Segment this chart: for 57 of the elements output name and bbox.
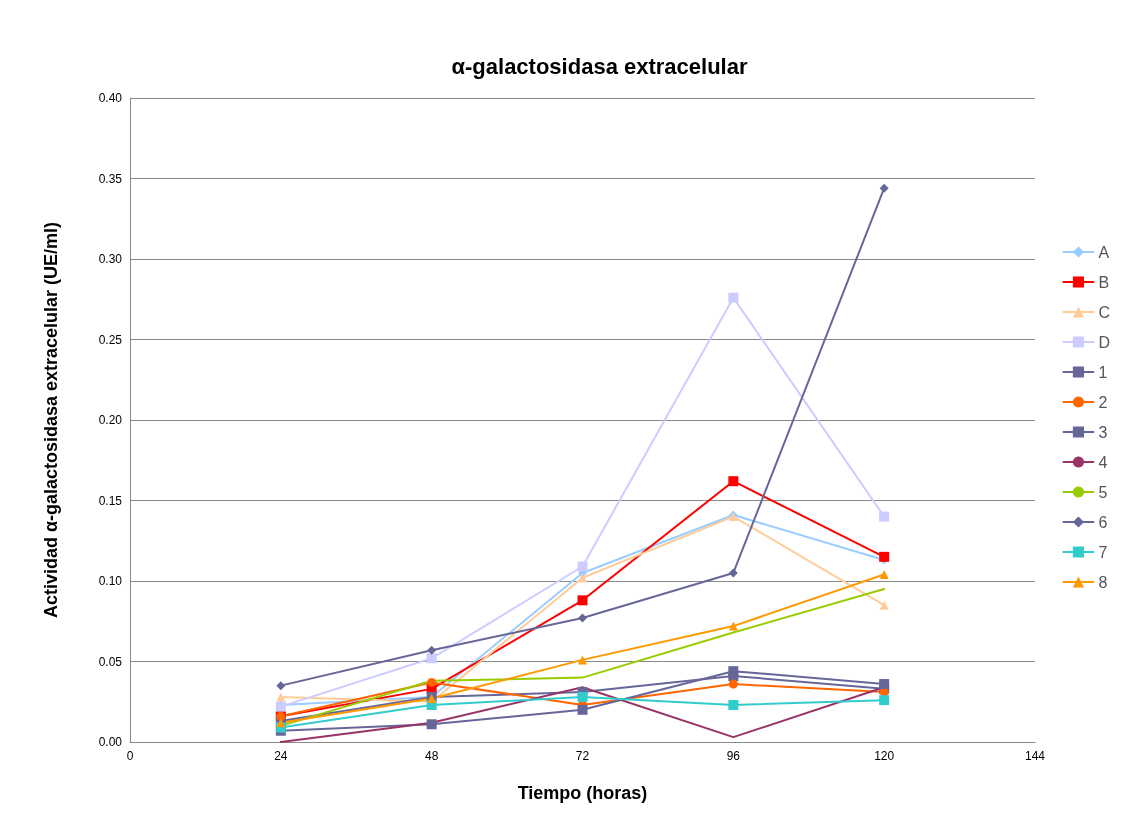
legend-label: C	[1098, 303, 1111, 321]
x-tick-label: 72	[575, 749, 590, 763]
y-tick-label: 0.35	[98, 171, 123, 186]
point	[577, 704, 588, 715]
y-tick-label: 0.30	[98, 252, 123, 266]
point	[728, 699, 739, 710]
x-tick-label: 96	[726, 749, 741, 763]
y-tick-label: 0.10	[98, 574, 123, 588]
point	[276, 681, 286, 691]
legend-label: 6	[1098, 513, 1108, 531]
x-tick-label: 0	[126, 749, 134, 763]
x-tick-label: 48	[424, 749, 439, 763]
y-tick-label: 0.00	[98, 735, 123, 749]
legend-label: 3	[1098, 423, 1108, 441]
x-tick-label: 120	[874, 749, 895, 763]
point	[728, 568, 738, 578]
point	[728, 666, 739, 677]
legend-label: 7	[1098, 543, 1108, 561]
y-tick-label: 0.40	[98, 91, 123, 105]
legend-label: B	[1098, 273, 1110, 291]
legend-label: A	[1098, 243, 1110, 261]
y-tick-label: 0.05	[98, 654, 123, 669]
point	[426, 719, 437, 730]
point	[879, 600, 889, 610]
point	[577, 595, 588, 606]
point	[426, 653, 437, 664]
x-tick-label: 24	[274, 749, 288, 763]
y-tick-label: 0.25	[98, 332, 123, 347]
point	[578, 573, 587, 583]
x-tick-label: 144	[1024, 749, 1046, 763]
point	[427, 677, 437, 687]
point	[728, 476, 739, 487]
chart-title: α-galactosidasa extracelular	[451, 53, 748, 79]
point	[879, 695, 890, 706]
point	[879, 570, 889, 580]
point	[879, 679, 890, 690]
point	[578, 655, 587, 665]
legend-label: 4	[1098, 453, 1108, 471]
point	[728, 292, 739, 303]
point	[427, 645, 437, 655]
y-tick-label: 0.20	[98, 413, 123, 427]
point	[728, 679, 738, 689]
y-tick-label: 0.15	[98, 493, 123, 508]
legend-label: D	[1098, 333, 1111, 351]
point	[577, 691, 588, 702]
legend-label: 2	[1098, 393, 1108, 411]
legend-label: 8	[1098, 573, 1108, 591]
point	[879, 551, 890, 562]
y-axis-title: Actividad α-galactosidasa extracelular (UE/ml)	[41, 221, 61, 619]
point	[879, 183, 889, 193]
legend-label: 1	[1098, 363, 1108, 381]
point	[578, 613, 587, 623]
x-axis-title: Tiempo (horas)	[517, 783, 648, 803]
point	[879, 511, 890, 522]
point	[728, 621, 738, 631]
legend-label: 5	[1098, 483, 1108, 501]
point	[577, 561, 588, 572]
